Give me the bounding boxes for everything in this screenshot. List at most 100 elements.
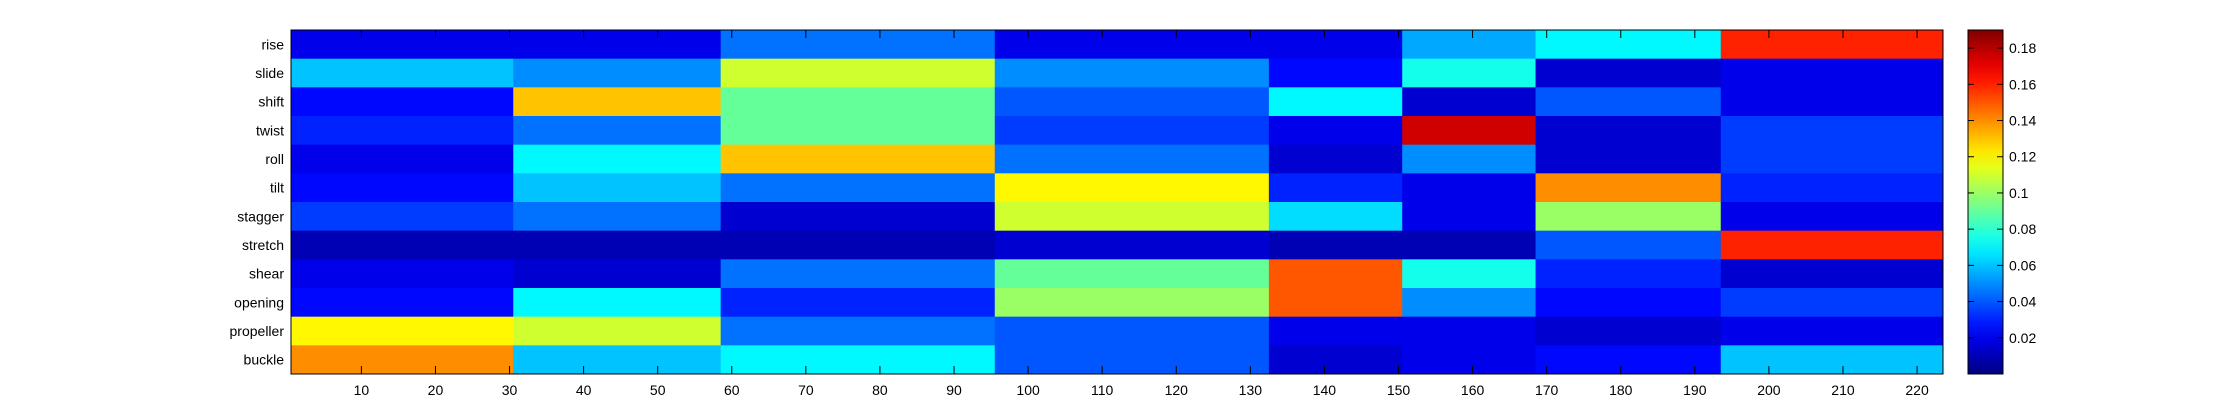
colorbar-tick-label-0.02: 0.02 (2009, 330, 2036, 346)
heatmap-cell-rise-seg7 (1535, 30, 1722, 60)
row-label-rise: rise (261, 36, 284, 52)
heatmap-cell-slide-seg1 (291, 58, 514, 88)
heatmap-cell-shear-seg3 (720, 259, 996, 289)
heatmap-cell-tilt-seg2 (513, 173, 722, 203)
heatmap-cell-shift-seg7 (1535, 87, 1722, 117)
colorbar-gradient (1967, 29, 2004, 375)
heatmap-cell-slide-seg8 (1720, 58, 1944, 88)
heatmap-cell-roll-seg1 (291, 144, 514, 174)
x-tick-label-170: 170 (1535, 382, 1559, 398)
heatmap-cell-buckle-seg4 (994, 345, 1270, 375)
heatmap-cell-opening-seg1 (291, 288, 514, 318)
heatmap-cell-roll-seg5 (1268, 144, 1403, 174)
colorbar-tick-label-0.06: 0.06 (2009, 257, 2036, 273)
heatmap-cell-twist-seg5 (1268, 116, 1403, 146)
heatmap-cell-slide-seg5 (1268, 58, 1403, 88)
heatmap-cell-rise-seg8 (1720, 30, 1944, 60)
heatmap-cell-roll-seg2 (513, 144, 722, 174)
heatmap-cell-tilt-seg6 (1402, 173, 1537, 203)
heatmap-cell-tilt-seg5 (1268, 173, 1403, 203)
x-tick-label-40: 40 (576, 382, 592, 398)
colorbar-tick-label-0.16: 0.16 (2009, 76, 2036, 92)
colorbar-tick-label-0.12: 0.12 (2009, 149, 2036, 165)
heatmap-cell-shear-seg5 (1268, 259, 1403, 289)
heatmap-cell-stretch-seg7 (1535, 230, 1722, 260)
heatmap-cell-propeller-seg6 (1402, 316, 1537, 346)
row-label-slide: slide (255, 65, 284, 81)
x-tick-label-220: 220 (1905, 382, 1929, 398)
colorbar-tick-label-0.18: 0.18 (2009, 40, 2036, 56)
row-label-opening: opening (234, 294, 284, 310)
x-tick-label-140: 140 (1313, 382, 1337, 398)
heatmap-cells (291, 30, 1944, 375)
heatmap-cell-roll-seg8 (1720, 144, 1944, 174)
heatmap-cell-buckle-seg7 (1535, 345, 1722, 375)
x-tick-label-190: 190 (1683, 382, 1707, 398)
heatmap-cell-rise-seg5 (1268, 30, 1403, 60)
heatmap-cell-opening-seg7 (1535, 288, 1722, 318)
heatmap-cell-rise-seg1 (291, 30, 514, 60)
heatmap-cell-shift-seg6 (1402, 87, 1537, 117)
heatmap-cell-buckle-seg6 (1402, 345, 1537, 375)
heatmap-cell-propeller-seg1 (291, 316, 514, 346)
heatmap-cell-stretch-seg5 (1268, 230, 1403, 260)
x-tick-label-160: 160 (1461, 382, 1485, 398)
colorbar-tick-label-0.1: 0.1 (2009, 185, 2029, 201)
row-labels: rise slide shift twist roll tilt stagger stretc… (230, 36, 285, 367)
heatmap-cell-stagger-seg5 (1268, 202, 1403, 232)
heatmap-cell-shift-seg1 (291, 87, 514, 117)
heatmap-cell-tilt-seg4 (994, 173, 1270, 203)
colorbar-tick-label-0.14: 0.14 (2009, 113, 2036, 129)
heatmap-cell-shear-seg6 (1402, 259, 1537, 289)
heatmap-cell-shear-seg2 (513, 259, 722, 289)
heatmap-cell-stagger-seg2 (513, 202, 722, 232)
row-label-shift: shift (258, 94, 284, 110)
heatmap-cell-tilt-seg3 (720, 173, 996, 203)
x-tick-label-90: 90 (946, 382, 962, 398)
heatmap-cell-roll-seg4 (994, 144, 1270, 174)
heatmap-cell-propeller-seg2 (513, 316, 722, 346)
heatmap-cell-stretch-seg1 (291, 230, 514, 260)
x-tick-label-120: 120 (1165, 382, 1189, 398)
heatmap-cell-slide-seg4 (994, 58, 1270, 88)
row-label-buckle: buckle (244, 352, 285, 368)
x-tick-label-50: 50 (650, 382, 666, 398)
row-label-shear: shear (249, 266, 284, 282)
row-label-tilt: tilt (270, 180, 284, 196)
heatmap-cell-roll-seg7 (1535, 144, 1722, 174)
colorbar-tick-label-0.08: 0.08 (2009, 221, 2036, 237)
heatmap-cell-shift-seg3 (720, 87, 996, 117)
heatmap-cell-buckle-seg1 (291, 345, 514, 375)
x-tick-label-20: 20 (428, 382, 444, 398)
heatmap-cell-shear-seg4 (994, 259, 1270, 289)
heatmap-cell-roll-seg6 (1402, 144, 1537, 174)
heatmap-cell-stagger-seg6 (1402, 202, 1537, 232)
heatmap-cell-shear-seg1 (291, 259, 514, 289)
heatmap-cell-rise-seg2 (513, 30, 722, 60)
heatmap-cell-opening-seg2 (513, 288, 722, 318)
heatmap-cell-stretch-seg8 (1720, 230, 1944, 260)
x-tick-label-70: 70 (798, 382, 814, 398)
heatmap-cell-stagger-seg7 (1535, 202, 1722, 232)
heatmap-cell-roll-seg3 (720, 144, 996, 174)
heatmap-cell-tilt-seg7 (1535, 173, 1722, 203)
heatmap-cell-opening-seg5 (1268, 288, 1403, 318)
row-label-stagger: stagger (237, 208, 284, 224)
heatmap-cell-slide-seg7 (1535, 58, 1722, 88)
x-tick-label-60: 60 (724, 382, 740, 398)
heatmap-cell-twist-seg4 (994, 116, 1270, 146)
heatmap-cell-stretch-seg4 (994, 230, 1270, 260)
row-label-propeller: propeller (230, 323, 285, 339)
heatmap-cell-stretch-seg3 (720, 230, 996, 260)
x-tick-label-30: 30 (502, 382, 518, 398)
heatmap-cell-shift-seg2 (513, 87, 722, 117)
heatmap-cell-shift-seg4 (994, 87, 1270, 117)
heatmap-cell-tilt-seg8 (1720, 173, 1944, 203)
heatmap-cell-propeller-seg3 (720, 316, 996, 346)
heatmap-cell-opening-seg8 (1720, 288, 1944, 318)
heatmap-cell-twist-seg2 (513, 116, 722, 146)
x-tick-label-10: 10 (354, 382, 370, 398)
x-tick-label-100: 100 (1016, 382, 1040, 398)
x-tick-label-200: 200 (1757, 382, 1781, 398)
heatmap-cell-stagger-seg1 (291, 202, 514, 232)
